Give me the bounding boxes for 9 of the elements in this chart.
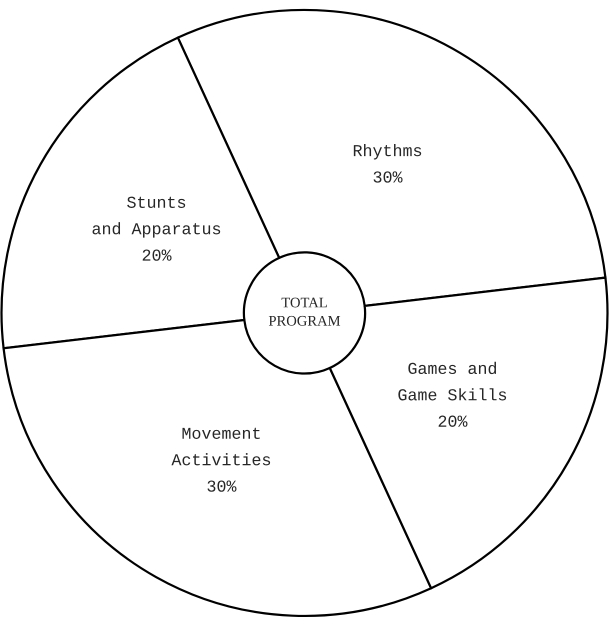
data-label: 30% bbox=[208, 480, 236, 492]
data-label: 20% bbox=[142, 249, 172, 261]
slice-label: Stunts and Apparatus bbox=[92, 196, 220, 238]
data-label: 30% bbox=[374, 171, 403, 183]
data-label: 20% bbox=[438, 416, 468, 427]
slice-label: Movement Activities bbox=[171, 428, 270, 466]
text: TOTAL PROGRAM bbox=[268, 298, 340, 326]
slice-label: Games and Game Skills bbox=[398, 362, 506, 400]
slice-label: Rhythms bbox=[354, 144, 422, 160]
